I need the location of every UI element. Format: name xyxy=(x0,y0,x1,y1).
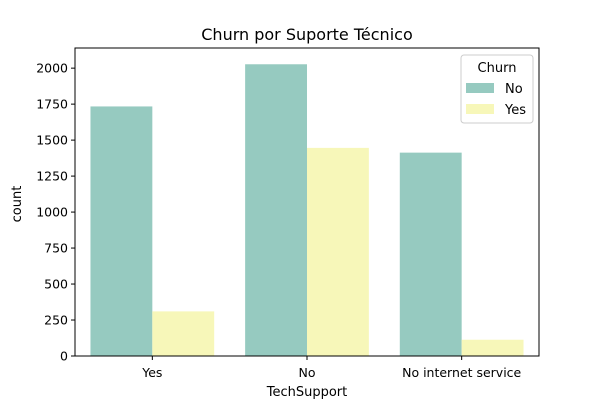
legend-title: Churn xyxy=(478,61,517,76)
legend-label-yes: Yes xyxy=(504,103,526,118)
bar-no-churn-no xyxy=(245,64,307,356)
x-axis: Yes No No internet service xyxy=(141,356,522,380)
y-tick-label: 2000 xyxy=(36,61,68,76)
y-axis: 0 250 500 750 1000 1250 1500 1750 2000 xyxy=(36,61,75,364)
bar-no-internet-service-churn-yes xyxy=(461,339,524,356)
plot-frame xyxy=(74,47,540,357)
bars-layer xyxy=(90,64,524,356)
legend: Churn No Yes xyxy=(460,54,534,124)
x-tick-label: No xyxy=(299,365,316,380)
bar-no-churn-yes xyxy=(307,147,369,356)
x-tick-label: No internet service xyxy=(402,365,521,380)
y-axis-label: count xyxy=(10,186,25,223)
bar-no-internet-service-churn-no xyxy=(399,152,462,356)
y-tick-label: 1750 xyxy=(36,97,68,112)
legend-swatch-no xyxy=(466,83,494,93)
y-tick-label: 1250 xyxy=(36,169,68,184)
y-tick-label: 750 xyxy=(44,241,68,256)
bar-yes-churn-no xyxy=(90,106,153,356)
y-tick-label: 1000 xyxy=(36,205,68,220)
y-tick-label: 250 xyxy=(44,313,68,328)
x-tick-label: Yes xyxy=(141,365,162,380)
chart-title: Churn por Suporte Técnico xyxy=(201,25,412,44)
y-tick-label: 1500 xyxy=(36,133,68,148)
bar-yes-churn-yes xyxy=(152,311,215,356)
legend-label-no: No xyxy=(505,82,523,97)
y-tick-label: 500 xyxy=(44,277,68,292)
y-tick-label: 0 xyxy=(60,349,68,364)
legend-swatch-yes xyxy=(466,104,494,114)
x-axis-label: TechSupport xyxy=(266,385,348,400)
